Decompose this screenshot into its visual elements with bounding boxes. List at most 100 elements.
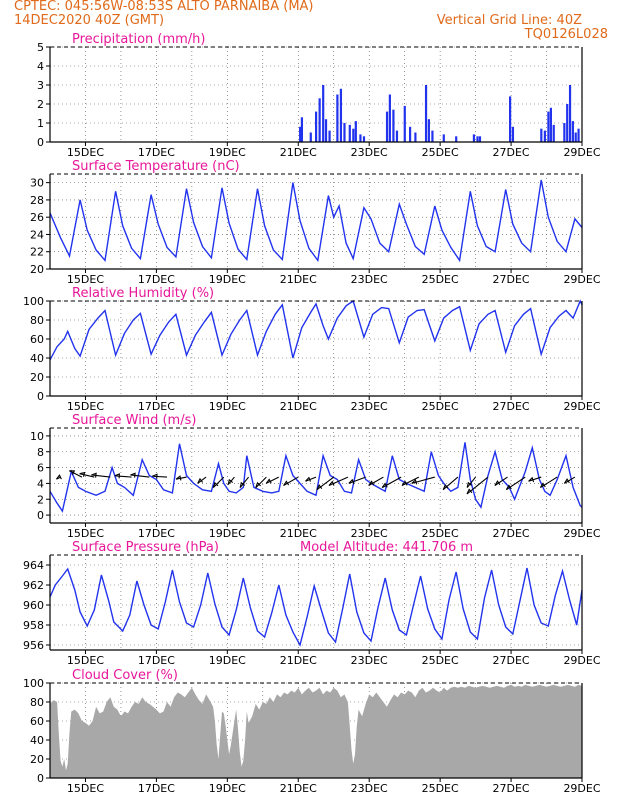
precip-bar: [396, 131, 398, 142]
precip-bar: [409, 127, 411, 142]
x-tick-label: 15DEC: [67, 273, 104, 286]
x-tick-label: 27DEC: [493, 400, 530, 413]
y-tick-label: 962: [23, 579, 44, 592]
y-tick-label: 956: [23, 639, 44, 652]
x-tick-label: 29DEC: [563, 527, 600, 540]
y-tick-label: 60: [30, 715, 44, 728]
panel-precip: Precipitation (mm/h)01234515DEC 17DEC 19DE…: [37, 32, 601, 159]
x-tick-label: 27DEC: [493, 654, 530, 667]
wind-arrow-head: [329, 482, 334, 486]
panel-title-rh: Relative Humidity (%): [72, 286, 214, 301]
x-tick-label: 23DEC: [351, 400, 388, 413]
x-tick-label: 21DEC: [280, 782, 317, 795]
x-tick-label: 17DEC: [138, 654, 175, 667]
x-tick-label: 25DEC: [422, 654, 459, 667]
precip-bar: [310, 133, 312, 143]
x-tick-label: 27DEC: [493, 782, 530, 795]
x-tick-label: 15DEC: [67, 400, 104, 413]
y-tick-label: 5: [37, 41, 44, 54]
precip-bar: [553, 125, 555, 142]
x-tick-label: 19DEC: [209, 273, 246, 286]
y-tick-label: 3: [37, 79, 44, 92]
x-tick-label: 15DEC: [67, 782, 104, 795]
x-tick-label: 29DEC: [563, 782, 600, 795]
precip-bar: [563, 123, 565, 142]
x-tick-label: 23DEC: [351, 146, 388, 159]
precip-bar: [572, 121, 574, 142]
precip-bar: [325, 119, 327, 142]
y-tick-label: 4: [37, 477, 44, 490]
precip-bar: [363, 136, 365, 142]
x-tick-label: 29DEC: [563, 273, 600, 286]
precip-bar: [509, 96, 511, 142]
x-tick-label: 25DEC: [422, 146, 459, 159]
y-tick-label: 0: [37, 390, 44, 403]
precip-bar: [455, 136, 457, 142]
panel-title-precip: Precipitation (mm/h): [72, 32, 205, 47]
x-tick-label: 19DEC: [209, 400, 246, 413]
y-tick-label: 0: [37, 772, 44, 785]
precip-bar: [550, 108, 552, 142]
precip-bar: [547, 112, 549, 142]
x-tick-label: 15DEC: [67, 146, 104, 159]
precip-bar: [443, 134, 445, 142]
precip-bar: [544, 131, 546, 142]
y-tick-label: 40: [30, 734, 44, 747]
precip-bar: [431, 131, 433, 142]
panel-temp: Surface Temperature (nC) 20 22 24 26 28 30 15DE…: [30, 159, 601, 286]
precip-bar: [476, 136, 478, 142]
wind-arrow-head: [56, 475, 61, 479]
x-tick-label: 19DEC: [209, 146, 246, 159]
precip-bar: [392, 110, 394, 142]
x-tick-label: 19DEC: [209, 527, 246, 540]
y-tick-label: 80: [30, 314, 44, 327]
y-tick-label: 8: [37, 446, 44, 459]
panel-title-pres: Surface Pressure (hPa): [72, 540, 219, 555]
precip-bar: [414, 133, 416, 143]
precip-bar: [577, 129, 579, 142]
precip-bar: [389, 95, 391, 143]
panel-title-cloud: Cloud Cover (%): [72, 668, 178, 683]
x-tick-label: 19DEC: [209, 654, 246, 667]
x-tick-label: 29DEC: [563, 146, 600, 159]
precip-bar: [404, 106, 406, 142]
panel-pres: Surface Pressure (hPa) Model Altitude: 44…: [23, 540, 601, 667]
x-tick-label: 15DEC: [67, 654, 104, 667]
y-tick-label: 2: [37, 493, 44, 506]
precip-bar: [575, 133, 577, 143]
wind-arrow: [284, 477, 299, 485]
precip-bar: [355, 121, 357, 142]
panel-cloud: Cloud Cover (%)02040608010015DEC 17DEC 19D…: [23, 668, 601, 795]
x-tick-label: 25DEC: [422, 527, 459, 540]
wind-arrow-head: [349, 480, 354, 484]
x-tick-label: 21DEC: [280, 273, 317, 286]
y-tick-label: 4: [37, 60, 44, 73]
x-tick-label: 29DEC: [563, 400, 600, 413]
x-tick-label: 27DEC: [493, 273, 530, 286]
precip-bar: [428, 119, 430, 142]
precip-bar: [512, 127, 514, 142]
y-tick-label: 0: [37, 509, 44, 522]
x-tick-label: 17DEC: [138, 527, 175, 540]
y-tick-label: 958: [23, 619, 44, 632]
precip-bar: [566, 104, 568, 142]
precip-bar: [328, 131, 330, 142]
y-tick-label: 20: [30, 753, 44, 766]
wind-arrow: [152, 476, 167, 477]
x-tick-label: 29DEC: [563, 654, 600, 667]
wind-arrow: [130, 475, 149, 477]
wind-arrow: [369, 477, 384, 485]
x-tick-label: 17DEC: [138, 273, 175, 286]
wind-arrow: [443, 477, 458, 490]
x-tick-label: 17DEC: [138, 782, 175, 795]
x-tick-label: 23DEC: [351, 782, 388, 795]
y-tick-label: 1: [37, 117, 44, 130]
x-tick-label: 17DEC: [138, 146, 175, 159]
wind-arrow-head: [306, 478, 311, 482]
precip-bar: [540, 129, 542, 142]
rh-series-line: [50, 301, 582, 360]
x-tick-label: 15DEC: [67, 527, 104, 540]
panel-wind: Surface Wind (m/s)024681015DEC 17DEC 19DEC…: [30, 413, 601, 540]
wind-arrow: [115, 476, 132, 477]
y-tick-label: 964: [23, 559, 44, 572]
